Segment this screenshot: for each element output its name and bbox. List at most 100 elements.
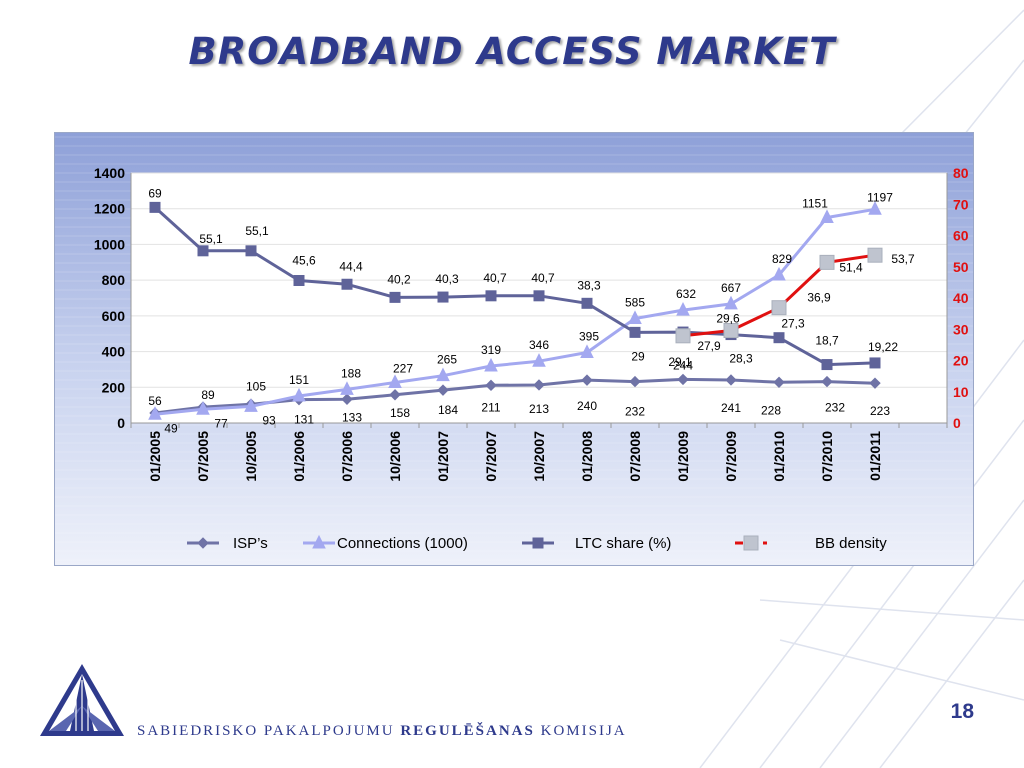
y-right-tick-label: 70	[953, 196, 969, 212]
data-label: 585	[625, 296, 645, 310]
data-label: 395	[579, 329, 599, 343]
data-label: 56	[148, 394, 162, 408]
series-line-2	[153, 206, 876, 367]
data-label: 105	[246, 379, 266, 393]
y-left-tick-label: 400	[102, 344, 126, 360]
series-point-triangle	[484, 357, 498, 372]
series-point-triangle	[436, 367, 450, 382]
legend-label: LTC share (%)	[575, 535, 671, 552]
series-layer	[148, 201, 883, 420]
x-tick-label: 07/2006	[339, 431, 355, 482]
series-point-triangle	[244, 398, 258, 412]
data-label: 40,7	[531, 271, 555, 285]
y-right-tick-label: 20	[953, 353, 969, 369]
y-right-tick-label: 80	[953, 165, 969, 181]
x-tick-label: 07/2005	[195, 431, 211, 482]
data-label: 346	[529, 338, 549, 352]
data-label: 240	[577, 399, 597, 413]
y-left-tick-label: 1000	[94, 236, 125, 252]
data-label: 232	[625, 405, 645, 419]
data-label: 133	[342, 410, 362, 424]
series-point-diamond	[725, 374, 737, 386]
data-label: 44,4	[339, 259, 363, 273]
data-label: 151	[289, 373, 309, 387]
series-point-diamond	[437, 384, 449, 396]
series-point-triangle	[676, 302, 690, 316]
data-label: 51,4	[839, 260, 863, 274]
data-label: 29	[631, 349, 645, 363]
legend-label: ISP’s	[233, 535, 268, 552]
org-name-part-a: SABIEDRISKO PAKALPOJUMU	[137, 723, 401, 739]
data-label: 667	[721, 281, 741, 295]
y-left-tick-label: 800	[102, 272, 126, 288]
legend-item: ISP’s	[187, 535, 268, 552]
series-point-triangle	[868, 201, 882, 215]
series-point-square	[581, 297, 593, 309]
series-point-triangle	[820, 209, 834, 223]
series-point-triangle	[580, 344, 594, 358]
regulator-logo	[40, 664, 124, 736]
data-label: 29,1	[668, 355, 692, 369]
data-label: 211	[481, 400, 500, 414]
series-point-diamond	[773, 376, 785, 388]
data-label: 227	[393, 361, 413, 375]
data-label: 184	[438, 403, 458, 417]
data-label: 27,3	[781, 317, 805, 331]
y-left-tick-label: 600	[102, 308, 126, 324]
data-label: 89	[201, 388, 215, 402]
gridlines	[131, 172, 947, 388]
series-point-square	[819, 254, 835, 270]
data-label: 40,2	[387, 272, 411, 286]
series-point-triangle	[724, 295, 738, 310]
x-tick-label: 01/2007	[435, 431, 451, 482]
data-label: 45,6	[292, 254, 316, 268]
series-point-diamond	[197, 537, 209, 549]
series-point-square	[771, 300, 787, 316]
legend-label: BB density	[815, 535, 887, 552]
slide-title: BROADBAND ACCESS MARKET	[188, 30, 836, 73]
y-left-tick-label: 1200	[94, 201, 125, 217]
broadband-chart: 0 200 400 600 800 1000 1200 1400 0 10 20 30 40 50 60 70…	[55, 133, 973, 565]
y-left-tick-label: 200	[102, 379, 126, 395]
legend-item: BB density	[735, 535, 887, 552]
x-tick-label: 01/2009	[675, 431, 691, 482]
series-point-diamond	[677, 373, 689, 386]
data-label: 829	[772, 252, 792, 266]
data-label: 223	[870, 404, 890, 418]
y-right-tick-label: 0	[953, 415, 961, 431]
series-point-triangle	[532, 353, 546, 367]
series-point-square	[293, 275, 305, 286]
x-tick-label: 01/2011	[867, 431, 883, 481]
series-point-triangle	[628, 310, 642, 325]
series-point-triangle	[388, 374, 402, 388]
series-point-square	[532, 537, 544, 549]
x-tick-label: 07/2007	[483, 431, 499, 482]
x-tick-label: 01/2005	[147, 431, 163, 482]
legend: ISP’s Connections (1000) LTC share (%) BB d…	[187, 534, 887, 552]
data-label: 55,1	[245, 224, 269, 238]
series-point-diamond	[821, 375, 833, 388]
page-number: 18	[950, 700, 974, 723]
data-label: 244	[673, 358, 693, 372]
data-label: 188	[341, 366, 361, 380]
series-point-diamond	[485, 379, 497, 392]
data-label: 213	[529, 402, 549, 416]
data-label: 40,7	[483, 271, 507, 285]
data-label: 49	[164, 421, 178, 435]
series-point-diamond	[341, 393, 353, 405]
series-point-triangle	[772, 266, 786, 281]
y-right-tick-label: 10	[953, 384, 969, 400]
series-point-square	[149, 201, 161, 213]
series-point-square	[743, 535, 759, 551]
x-tick-label: 10/2006	[387, 431, 403, 482]
data-label: 29,6	[716, 312, 740, 326]
series-point-diamond	[533, 379, 545, 391]
series-point-square	[197, 245, 209, 257]
x-tick-label: 01/2006	[291, 431, 307, 482]
x-tick-label: 01/2010	[771, 431, 787, 482]
series-point-triangle	[196, 401, 210, 415]
data-label: 158	[390, 406, 410, 420]
axes: 0 200 400 600 800 1000 1200 1400 0 10 20 30 40 50 60 70…	[94, 165, 969, 482]
legend-item: Connections (1000)	[303, 534, 468, 552]
org-name-part-b: REGULĒŠANAS	[400, 723, 535, 739]
